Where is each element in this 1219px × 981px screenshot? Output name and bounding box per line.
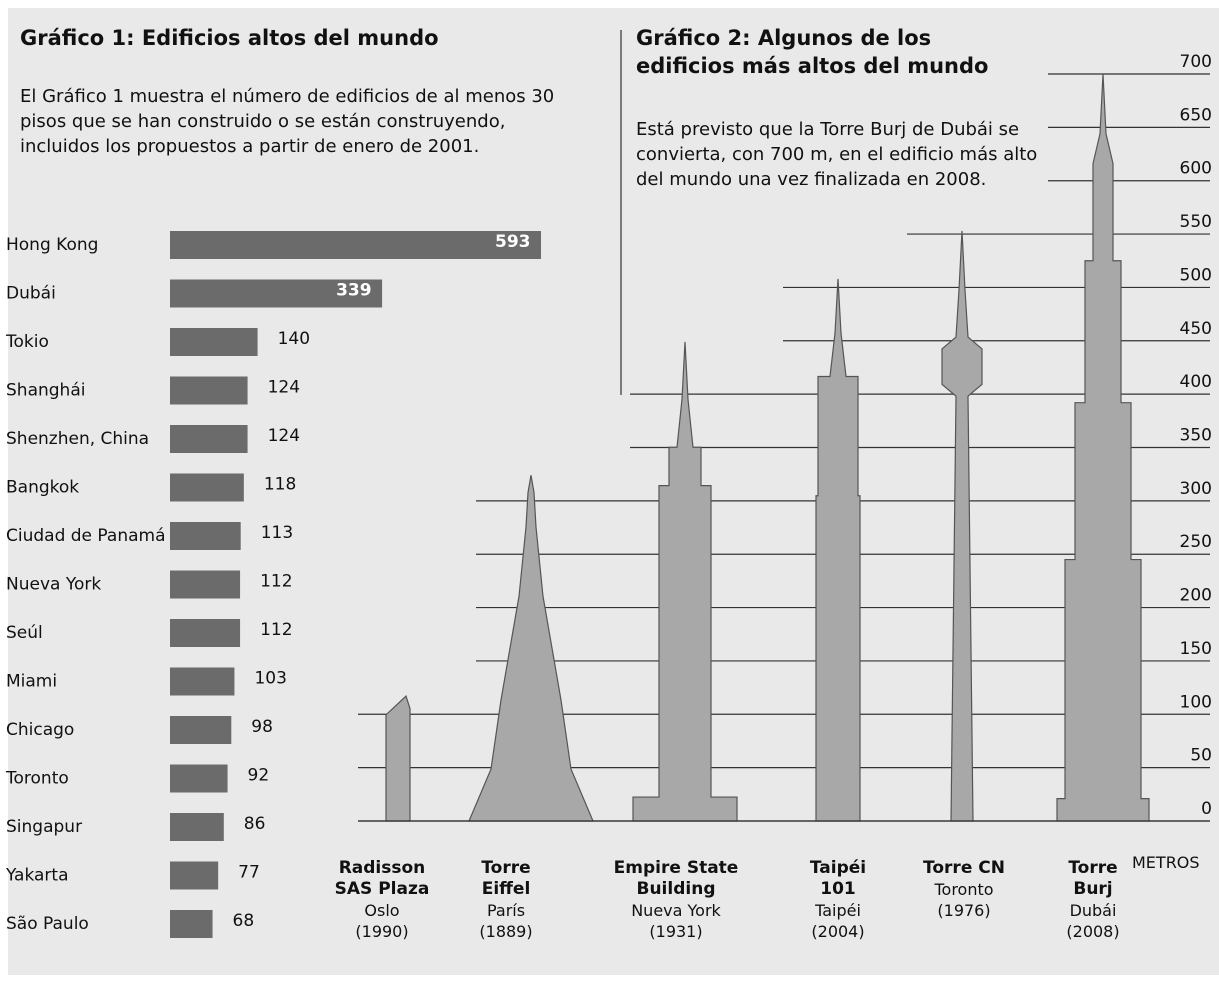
building-city: Oslo — [322, 900, 442, 921]
category-label: Hong Kong — [6, 235, 98, 255]
bar — [170, 668, 234, 696]
bar — [170, 377, 248, 405]
value-label: 124 — [268, 426, 300, 446]
building-city: Taipéi — [808, 900, 868, 921]
category-label: Miami — [6, 672, 57, 692]
y-tick-label: 650 — [1180, 105, 1212, 125]
category-label: Tokio — [5, 332, 49, 352]
building-city: Nueva York — [606, 900, 746, 921]
y-tick-label: 50 — [1190, 746, 1212, 766]
axis-label: METROS — [1132, 850, 1200, 875]
building-city: Dubái — [1048, 900, 1138, 921]
value-label: 124 — [268, 378, 300, 398]
building-name: Empire State Building — [606, 858, 746, 900]
category-label: Shanghái — [6, 381, 85, 401]
y-tick-label: 250 — [1180, 532, 1212, 552]
category-label: Ciudad de Panamá — [6, 526, 166, 546]
building-city: Toronto — [909, 879, 1019, 900]
category-label: Chicago — [6, 720, 74, 740]
y-tick-label: 300 — [1180, 479, 1212, 499]
category-label: Nueva York — [6, 575, 101, 595]
value-label: 113 — [261, 523, 293, 543]
building-year: (2008) — [1048, 921, 1138, 942]
bar — [170, 910, 213, 938]
building — [816, 279, 860, 821]
category-label: Dubái — [6, 284, 56, 304]
bar — [170, 813, 224, 841]
category-label: São Paulo — [6, 914, 89, 934]
value-label: 103 — [254, 669, 286, 689]
bar — [170, 765, 228, 793]
building-name: Taipéi 101 — [808, 858, 868, 900]
y-tick-label: 200 — [1180, 586, 1212, 606]
bar — [170, 522, 241, 550]
bar — [170, 619, 240, 647]
value-label: 339 — [336, 281, 372, 301]
category-label: Toronto — [5, 769, 69, 789]
category-label: Seúl — [6, 623, 43, 643]
bar — [170, 862, 218, 890]
category-label: Yakarta — [5, 866, 69, 886]
building — [633, 342, 737, 821]
bar — [170, 474, 244, 502]
value-label: 593 — [495, 232, 531, 252]
y-tick-label: 450 — [1180, 319, 1212, 339]
value-label: 98 — [251, 717, 273, 737]
bar — [170, 571, 240, 599]
value-label: 77 — [238, 863, 260, 883]
y-tick-label: 550 — [1180, 212, 1212, 232]
y-tick-label: 400 — [1180, 372, 1212, 392]
value-label: 112 — [260, 572, 292, 592]
bar — [170, 425, 248, 453]
value-label: 68 — [233, 911, 255, 931]
value-label: 118 — [264, 475, 296, 495]
building-name: Torre Burj — [1048, 858, 1138, 900]
building-year: (1990) — [322, 921, 442, 942]
building — [386, 696, 410, 821]
y-tick-label: 600 — [1180, 159, 1212, 179]
value-label: 140 — [278, 329, 310, 349]
value-label: 112 — [260, 620, 292, 640]
bar — [170, 716, 231, 744]
y-tick-label: 700 — [1180, 52, 1212, 72]
bar — [170, 328, 258, 356]
chart-title: Gráfico 1: Edificios altos del mundo — [20, 24, 580, 52]
building-year: (2004) — [808, 921, 868, 942]
category-label: Bangkok — [6, 478, 79, 498]
building — [942, 231, 982, 821]
category-label: Singapur — [6, 817, 82, 837]
y-tick-label: 150 — [1180, 639, 1212, 659]
category-label: Shenzhen, China — [6, 429, 149, 449]
building — [469, 475, 593, 821]
y-tick-label: 100 — [1180, 692, 1212, 712]
chart-subtitle: El Gráfico 1 muestra el número de edific… — [20, 84, 575, 159]
chart-subtitle: Está previsto que la Torre Burj de Dubái… — [636, 117, 1046, 192]
building-name: Radisson SAS Plaza — [322, 858, 442, 900]
building-city: París — [466, 900, 546, 921]
building-name: Torre CN — [909, 858, 1019, 879]
y-tick-label: 0 — [1201, 799, 1212, 819]
building-year: (1931) — [606, 921, 746, 942]
y-tick-label: 500 — [1180, 265, 1212, 285]
building-year: (1889) — [466, 921, 546, 942]
building-name: Torre Eiffel — [466, 858, 546, 900]
building-year: (1976) — [909, 900, 1019, 921]
value-label: 92 — [248, 766, 270, 786]
page: Hong Kong 593 Dubái 339 Tokio 140 Shanghái 124 S… — [0, 0, 1219, 981]
bar — [170, 231, 541, 259]
chart-title: Gráfico 2: Algunos de los edificios más … — [636, 24, 1016, 80]
y-tick-label: 350 — [1180, 426, 1212, 446]
value-label: 86 — [244, 814, 266, 834]
